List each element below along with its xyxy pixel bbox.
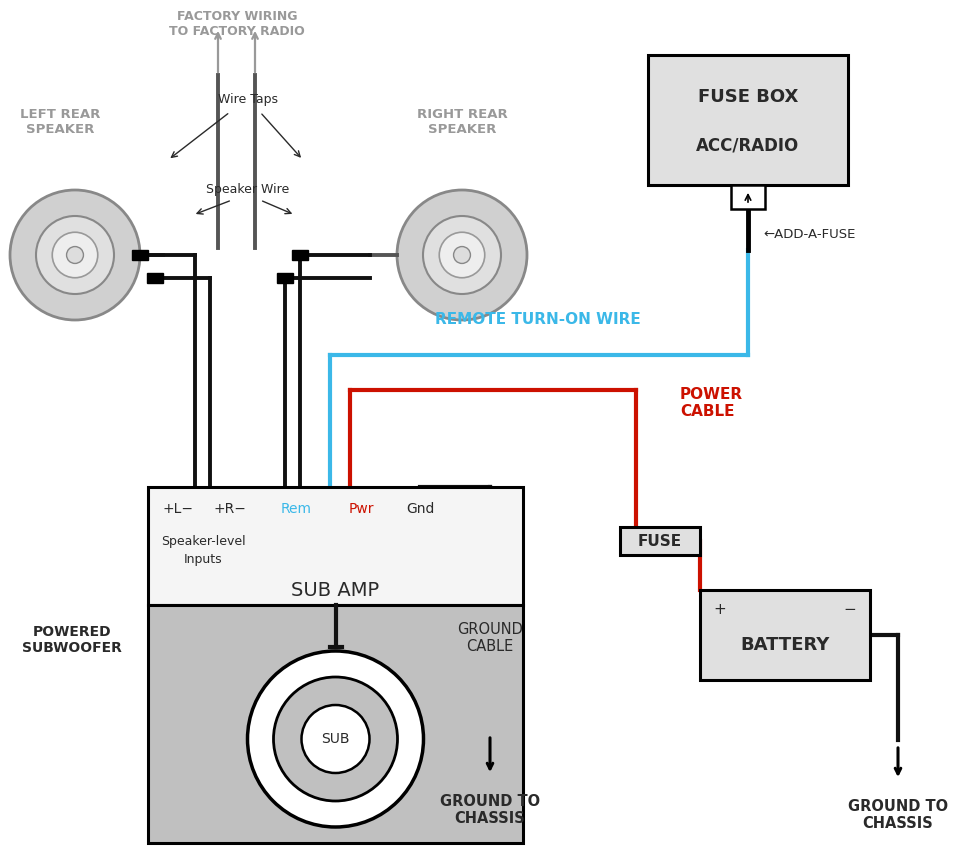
Bar: [148, 605, 523, 843]
Text: Pwr: Pwr: [348, 502, 373, 516]
Circle shape: [423, 216, 500, 294]
Bar: [147, 273, 163, 283]
Text: LEFT REAR
SPEAKER: LEFT REAR SPEAKER: [20, 108, 100, 136]
Text: GROUND TO
CHASSIS: GROUND TO CHASSIS: [847, 799, 947, 832]
Text: FUSE: FUSE: [637, 533, 681, 549]
Text: +R−: +R−: [213, 502, 246, 516]
Text: BATTERY: BATTERY: [740, 636, 828, 654]
Text: ACC/RADIO: ACC/RADIO: [696, 136, 799, 154]
Bar: [648, 55, 847, 185]
Circle shape: [247, 651, 423, 827]
Text: Gnd: Gnd: [405, 502, 434, 516]
Text: SUB AMP: SUB AMP: [291, 581, 379, 600]
Text: Wire Taps: Wire Taps: [218, 94, 277, 107]
Text: REMOTE TURN-ON WIRE: REMOTE TURN-ON WIRE: [435, 313, 640, 327]
Circle shape: [274, 677, 397, 801]
Text: Speaker Wire: Speaker Wire: [206, 184, 289, 197]
Text: SUB: SUB: [320, 732, 350, 746]
Text: +: +: [713, 602, 726, 618]
Text: RIGHT REAR
SPEAKER: RIGHT REAR SPEAKER: [416, 108, 507, 136]
Text: POWERED
SUBWOOFER: POWERED SUBWOOFER: [22, 624, 122, 655]
Text: Inputs: Inputs: [184, 553, 222, 566]
Text: Speaker-level: Speaker-level: [160, 535, 245, 549]
Bar: [132, 250, 148, 260]
Text: POWER
CABLE: POWER CABLE: [679, 387, 743, 419]
Text: +L−: +L−: [162, 502, 193, 516]
Text: ←ADD-A-FUSE: ←ADD-A-FUSE: [762, 228, 855, 241]
Bar: [292, 250, 308, 260]
Circle shape: [52, 232, 98, 277]
Bar: [619, 527, 700, 555]
Bar: [730, 185, 764, 209]
Text: Rem: Rem: [280, 502, 312, 516]
Circle shape: [36, 216, 114, 294]
Circle shape: [66, 247, 83, 264]
Bar: [148, 487, 523, 605]
Circle shape: [397, 190, 527, 320]
Text: GROUND TO
CHASSIS: GROUND TO CHASSIS: [440, 794, 539, 826]
Text: GROUND
CABLE: GROUND CABLE: [456, 622, 523, 655]
Circle shape: [301, 705, 369, 773]
Text: FUSE BOX: FUSE BOX: [698, 88, 797, 106]
Circle shape: [453, 247, 470, 264]
Text: −: −: [843, 602, 856, 618]
Circle shape: [10, 190, 140, 320]
Circle shape: [439, 232, 485, 277]
Text: FACTORY WIRING
TO FACTORY RADIO: FACTORY WIRING TO FACTORY RADIO: [169, 10, 305, 38]
Bar: [276, 273, 293, 283]
Bar: [700, 590, 870, 680]
